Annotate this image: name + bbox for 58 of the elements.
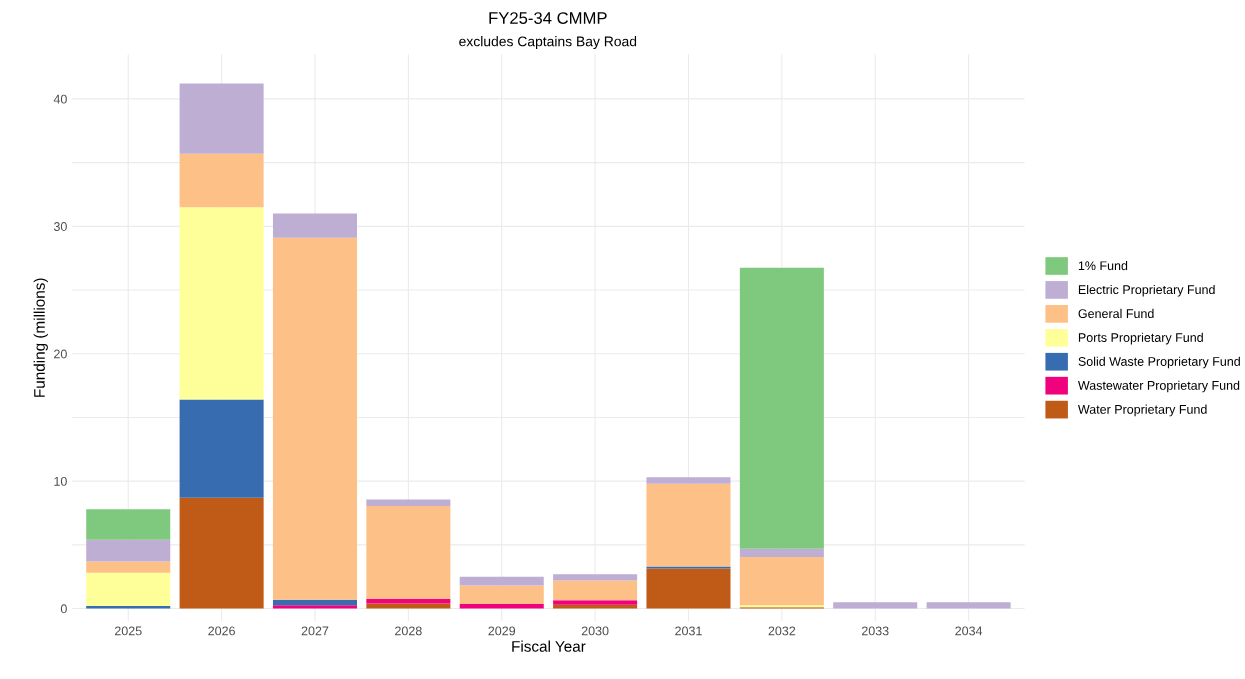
x-tick-label: 2033 [861,626,889,636]
y-tick-label: 0 [60,604,67,614]
legend-label: Water Proprietary Fund [1077,404,1207,417]
chart-title: FY25-34 CMMP [489,12,607,24]
bar [553,574,638,581]
bar [553,600,638,605]
bar [459,576,544,586]
bar [739,548,824,557]
bar [86,509,171,540]
x-tick-label: 2034 [955,626,983,636]
bar [86,572,171,606]
legend-label: Ports Proprietary Fund [1078,332,1203,345]
bar [646,483,731,567]
x-tick-label: 2032 [768,626,796,636]
x-tick-label: 2025 [114,626,142,636]
legend-label: Solid Waste Proprietary Fund [1078,356,1240,369]
x-tick-label: 2031 [675,626,702,636]
x-tick-label: 2026 [208,626,235,636]
bar [272,605,357,609]
bar [553,580,638,601]
bar [179,207,264,400]
legend-label: Electric Proprietary Fund [1078,284,1215,297]
y-axis-title: Funding (millions) [33,278,48,397]
bar [272,213,357,238]
x-axis-title: Fiscal Year [512,640,586,652]
bar [926,602,1011,609]
bar [179,153,264,208]
bar [459,585,544,605]
bar [86,539,171,562]
legend-label: General Fund [1078,308,1154,319]
x-tick-label: 2027 [301,626,329,636]
y-tick-label: 40 [53,94,67,104]
y-tick-label: 20 [54,349,67,359]
bar [86,561,171,573]
bar [366,505,451,599]
bar [646,568,731,609]
x-tick-label: 2030 [581,626,609,636]
bar [366,603,451,609]
chart-subtitle: excludes Captains Bay Road [459,36,637,50]
y-tick-label: 30 [53,222,67,231]
x-tick-label: 2029 [488,626,516,636]
bar [366,598,451,604]
bar [179,497,264,609]
bar [179,83,264,154]
bar [366,499,451,506]
bar [739,267,824,549]
bar [553,604,638,609]
bar [739,556,824,606]
bar [86,606,171,609]
x-tick-label: 2028 [395,626,422,636]
legend-label: Wastewater Proprietary Fund [1077,380,1240,393]
bar [272,237,357,600]
bar [179,399,264,498]
legend-label: 1% Fund [1078,260,1128,271]
y-tick-label: 10 [54,476,67,486]
bar [459,604,544,609]
bar [833,602,918,609]
bar [646,477,731,484]
